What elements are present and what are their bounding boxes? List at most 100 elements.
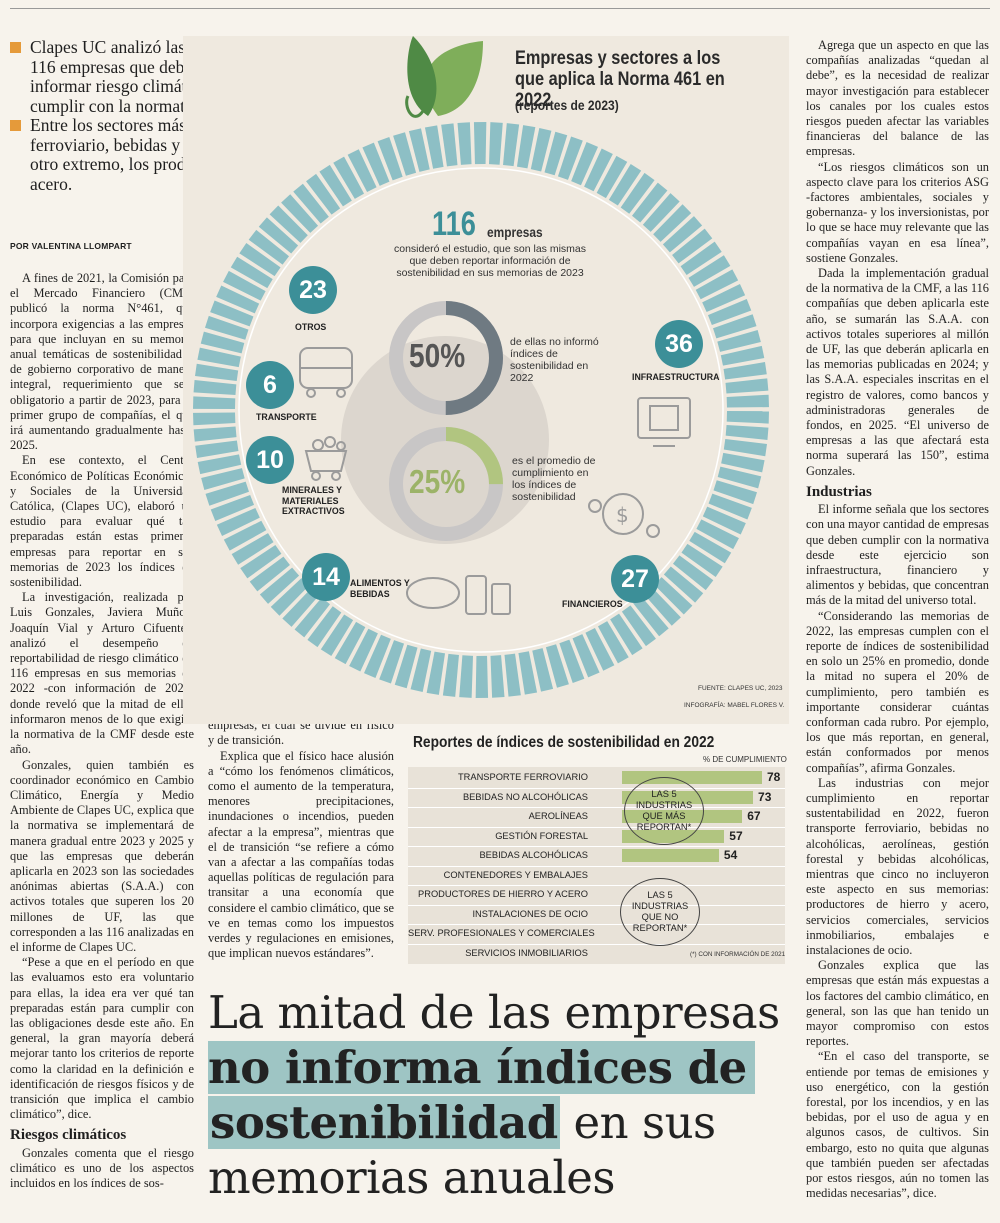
source-note: FUENTE: CLAPES UC, 2023 [698, 685, 783, 692]
ring-segment [307, 606, 342, 648]
ring-segment [518, 651, 538, 695]
ring-segment [707, 298, 752, 326]
ring-segment [726, 394, 769, 408]
ring-segment [702, 283, 746, 312]
ring-segment [410, 648, 432, 693]
inner-ring-line [238, 167, 724, 653]
ring-segment [281, 194, 319, 233]
bar-row-divider [408, 807, 785, 808]
sector-count-bubble: 36 [655, 320, 703, 368]
bar-category-label: BEBIDAS NO ALCOHÓLICAS [462, 791, 588, 802]
bar-row-divider [408, 885, 785, 886]
bus-icon [299, 347, 353, 398]
bar-chart-footnote: (*) CON INFORMACIÓN DE 2021 [690, 951, 786, 958]
bar-row-divider [408, 904, 785, 906]
ring-segment [695, 269, 739, 300]
ring-segment [608, 163, 642, 206]
ring-segment [610, 613, 643, 656]
top-rule [10, 8, 990, 9]
svg-text:$: $ [616, 503, 629, 527]
ring-segments [193, 122, 769, 698]
ring-segment [713, 314, 757, 339]
bar-category-label: CONTENEDORES Y EMBALAJES [443, 869, 588, 880]
infographic-subtitle: (reportes de 2023) [515, 97, 619, 113]
ring-segment [270, 578, 309, 616]
bar-row-divider [408, 943, 785, 945]
ring-segment [240, 545, 282, 579]
paragraph: “Los riesgos climáticos son un aspecto c… [806, 159, 989, 265]
ring-segment [689, 531, 732, 564]
credit-note: INFOGRAFÍA: MABEL FLORES V. [684, 702, 785, 709]
ring-segment [571, 142, 599, 186]
bar-row-divider [408, 826, 785, 828]
ring-segment [489, 122, 503, 165]
ring-segment [723, 439, 767, 457]
bar [622, 849, 719, 862]
ring-segment [713, 480, 758, 505]
ring-segment [597, 621, 629, 664]
ring-segment [721, 452, 765, 473]
ring-segment [393, 132, 417, 176]
ring-segment [282, 588, 320, 627]
ring-segment [708, 493, 752, 520]
stat1-description: de ellas no informó índices de sostenibi… [510, 336, 599, 384]
ring-segment [195, 363, 239, 381]
ring-segment [319, 164, 352, 207]
ring-segment [334, 621, 366, 665]
ring-segment [530, 127, 552, 172]
paragraph: La investigación, realizada por Luis Gon… [10, 590, 194, 757]
ring-segment [205, 481, 249, 506]
ring-segment [293, 183, 329, 224]
ring-segment [559, 639, 585, 684]
headline-line-3-highlight: sostenibilidad [208, 1096, 560, 1149]
stat-donut-25 [389, 427, 503, 541]
ring-segment [223, 520, 267, 551]
ring-segment [672, 228, 713, 264]
ring-segment [662, 216, 703, 253]
bar-category-label: GESTIÓN FORESTAL [495, 830, 588, 841]
sector-label: ALIMENTOS Y BEBIDAS [350, 578, 410, 599]
article-column-2: tenibilidad que deberán reportar las emp… [208, 703, 394, 961]
mine-cart-icon [304, 436, 348, 481]
sector-label: TRANSPORTE [256, 412, 317, 422]
paragraph: Gonzales, quien también es coordinador e… [10, 757, 194, 954]
bar-chart-axis-label: % DE CUMPLIMIENTO [703, 755, 787, 764]
donut-fill [389, 301, 503, 415]
ring-segment [720, 345, 765, 366]
headline-line-2: no informa índices de [208, 1041, 755, 1094]
article-column-1: A fines de 2021, la Comisión para el Mer… [10, 271, 194, 1191]
ring-segment [363, 634, 391, 678]
ring-segment [223, 270, 266, 301]
sector-count-bubble: 10 [246, 436, 294, 484]
bullet-square-icon [10, 42, 21, 53]
ring-segment [475, 655, 489, 698]
ring-segment [473, 122, 487, 165]
ring-segment [306, 173, 341, 215]
bar-value-label: 54 [723, 848, 738, 862]
ring-segment [490, 655, 505, 698]
ring-segment [545, 644, 569, 688]
stat-donut-50 [389, 301, 503, 415]
ring-segment [596, 155, 628, 199]
ring-segment [200, 331, 245, 354]
stat2-value: 25% [409, 463, 466, 500]
ring-segment [197, 454, 242, 475]
paragraph: Agrega que un aspecto en que las compañí… [806, 38, 989, 159]
total-word: empresas [487, 224, 543, 240]
infographic-title: Empresas y sectores a los que aplica la … [515, 48, 725, 111]
headline-line-1: La mitad de las empresas [208, 986, 780, 1039]
paragraph: En ese contexto, el Centro Económico de … [10, 453, 194, 590]
ring-segment [333, 156, 365, 199]
paragraph: Las industrias con mejor cumplimiento en… [806, 775, 989, 957]
ring-segment [643, 587, 681, 626]
headline-line-4: memorias anuales [208, 1151, 615, 1204]
bar-category-label: AEROLÍNEAS [528, 811, 588, 821]
bar-row-divider [408, 787, 785, 789]
ring-segment [424, 125, 444, 169]
sector-label: OTROS [295, 322, 327, 332]
ring-segment [680, 241, 722, 275]
ring-segment [216, 285, 260, 314]
ring-segment [193, 396, 236, 410]
sector-label: INFRAESTRUCTURA [632, 372, 720, 382]
ring-segment [426, 651, 446, 695]
